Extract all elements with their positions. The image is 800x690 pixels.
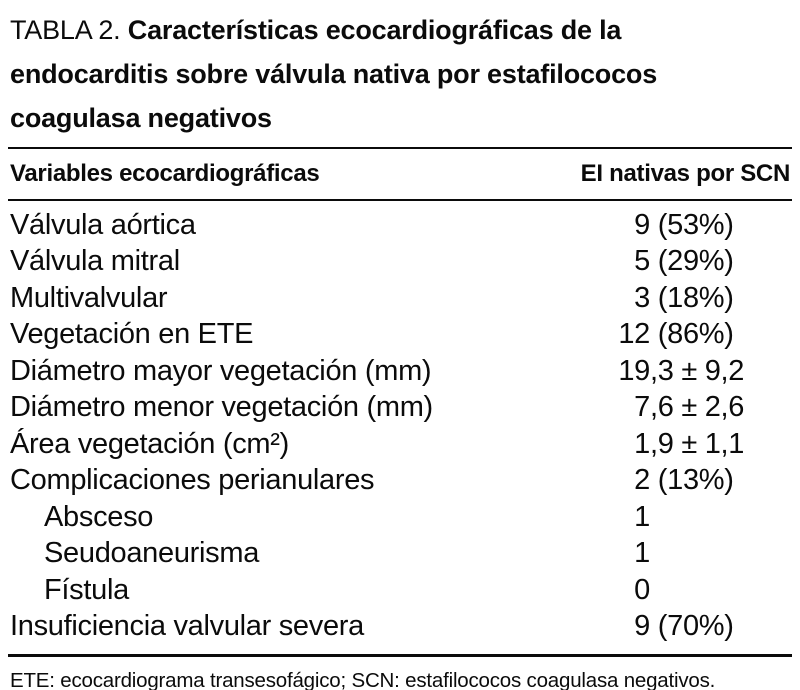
row-label: Fístula bbox=[44, 573, 129, 606]
row-value-rest: (29%) bbox=[650, 245, 734, 278]
row-value: 3 (18%) bbox=[582, 282, 790, 315]
row-value: 12 (86%) bbox=[582, 318, 790, 351]
row-label: Diámetro mayor vegetación (mm) bbox=[10, 354, 432, 387]
row-value-integer: 7 bbox=[634, 391, 650, 424]
row-value-integer: 1 bbox=[634, 537, 650, 570]
row-value-integer: 19 bbox=[618, 354, 650, 387]
row-value-rest: ,6 ± 2,6 bbox=[650, 391, 745, 424]
row-label: Absceso bbox=[44, 500, 154, 533]
table-body: Válvula aórtica 9 (53%) Válvula mitral 5 (2… bbox=[8, 201, 792, 654]
row-value: 1,9 ± 1,1 bbox=[582, 428, 790, 461]
table-row: Vegetación en ETE 12 (86%) bbox=[8, 317, 792, 354]
row-value-rest: ,3 ± 9,2 bbox=[650, 354, 745, 387]
row-value-rest: (86%) bbox=[650, 318, 734, 351]
row-value: 19,3 ± 9,2 bbox=[582, 355, 790, 388]
row-value: 0 bbox=[582, 574, 790, 607]
row-value-integer: 3 bbox=[634, 281, 650, 314]
table-row: Absceso 1 bbox=[8, 499, 792, 536]
row-label: Área vegetación (cm²) bbox=[10, 427, 289, 460]
table-row: Multivalvular 3 (18%) bbox=[8, 280, 792, 317]
row-value: 5 (29%) bbox=[582, 245, 790, 278]
table-row: Complicaciones perianulares 2 (13%) bbox=[8, 463, 792, 500]
row-value-rest: ,9 ± 1,1 bbox=[650, 427, 745, 460]
row-label: Complicaciones perianulares bbox=[10, 464, 375, 497]
table-row: Diámetro mayor vegetación (mm) 19,3 ± 9,2 bbox=[8, 353, 792, 390]
row-label: Válvula aórtica bbox=[10, 208, 196, 241]
row-label: Vegetación en ETE bbox=[10, 318, 254, 351]
row-value-integer: 9 bbox=[634, 208, 650, 241]
row-value-integer: 1 bbox=[634, 427, 650, 460]
row-label: Insuficiencia valvular severa bbox=[10, 610, 364, 643]
table-row: Fístula 0 bbox=[8, 572, 792, 609]
table-header-row: Variables ecocardiográficas EI nativas p… bbox=[8, 149, 792, 201]
row-label: Multivalvular bbox=[10, 281, 168, 314]
table-row: Insuficiencia valvular severa 9 (70%) bbox=[8, 609, 792, 646]
row-value-rest: (70%) bbox=[650, 610, 734, 643]
row-value: 2 (13%) bbox=[582, 464, 790, 497]
row-value: 1 bbox=[582, 501, 790, 534]
data-table: Variables ecocardiográficas EI nativas p… bbox=[8, 147, 792, 657]
table-footnote: ETE: ecocardiograma transesofágico; SCN:… bbox=[10, 669, 716, 690]
row-value-integer: 12 bbox=[618, 318, 650, 351]
table-caption: Características ecocardiográficas de la … bbox=[10, 15, 658, 133]
row-label: Válvula mitral bbox=[10, 245, 180, 278]
table-number: TABLA 2. bbox=[10, 15, 121, 45]
row-value: 9 (70%) bbox=[582, 610, 790, 643]
row-value: 7,6 ± 2,6 bbox=[582, 391, 790, 424]
row-value-rest: (13%) bbox=[650, 464, 734, 497]
table-row: Válvula mitral 5 (29%) bbox=[8, 244, 792, 281]
row-value-integer: 1 bbox=[634, 500, 650, 533]
row-label: Seudoaneurisma bbox=[44, 537, 260, 570]
row-value-integer: 0 bbox=[634, 573, 650, 606]
row-value-integer: 2 bbox=[634, 464, 650, 497]
row-value-integer: 9 bbox=[634, 610, 650, 643]
table-row: Área vegetación (cm²) 1,9 ± 1,1 bbox=[8, 426, 792, 463]
table-row: Diámetro menor vegetación (mm) 7,6 ± 2,6 bbox=[8, 390, 792, 427]
column-header-variables: Variables ecocardiográficas bbox=[10, 160, 320, 187]
table-title: TABLA 2. Características ecocardiográfic… bbox=[8, 6, 784, 140]
row-value: 1 bbox=[582, 537, 790, 570]
column-header-values: EI nativas por SCN bbox=[580, 160, 791, 187]
row-value: 9 (53%) bbox=[582, 209, 790, 242]
row-label: Diámetro menor vegetación (mm) bbox=[10, 391, 433, 424]
table-row: Seudoaneurisma 1 bbox=[8, 536, 792, 573]
row-value-integer: 5 bbox=[634, 245, 650, 278]
table-row: Válvula aórtica 9 (53%) bbox=[8, 207, 792, 244]
row-value-rest: (18%) bbox=[650, 281, 734, 314]
row-value-rest: (53%) bbox=[650, 208, 734, 241]
